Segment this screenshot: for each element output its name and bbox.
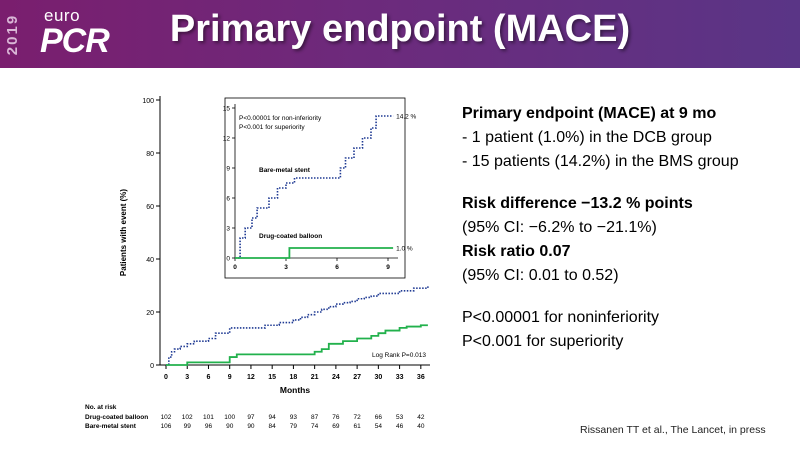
inset-y-tick-label: 0 [226,256,230,263]
y-tick-label: 60 [146,204,154,211]
inset-end-label-bms: 14.2 % [396,114,416,121]
risk-table-cell: 90 [247,423,255,430]
inset-line-bms [235,115,394,259]
risk-table-cell: 54 [375,423,383,430]
y-tick-label: 20 [146,310,154,317]
inset-y-tick-label: 6 [226,196,230,203]
slide-title: Primary endpoint (MACE) [169,8,631,50]
inset-label-dcb: Drug-coated balloon [259,233,322,240]
x-tick-label: 24 [332,374,340,381]
x-tick-label: 0 [164,374,168,381]
risk-ratio-ci: (95% CI: 0.01 to 0.52) [462,267,619,284]
y-tick-label: 0 [150,363,154,370]
x-tick-label: 15 [268,374,276,381]
inset-end-label-dcb: 1.0 % [396,246,413,253]
inset-line-dcb [235,247,394,259]
risk-table-cell: 61 [353,423,361,430]
risk-table-cell: 90 [226,423,234,430]
risk-table-cell: 69 [332,423,340,430]
header-banner: 2019 euro PCR Primary endpoint (MACE) [0,0,800,68]
risk-table-cell: 76 [332,414,340,421]
series-line-bms [166,285,429,366]
risk-ratio: Risk ratio 0.07 [462,243,571,260]
p-noninferiority: P<0.00001 for noninferiority [462,309,660,326]
risk-table-header: No. at risk [85,404,117,411]
logo-pcr: PCR [40,22,110,60]
risk-table-cell: 96 [205,423,213,430]
log-rank-annotation: Log Rank P=0.013 [372,352,426,359]
logo-euro: euro [44,6,81,25]
risk-table-cell: 94 [269,414,277,421]
y-axis-label: Patients with event (%) [119,189,128,276]
risk-table-cell: 40 [417,423,425,430]
dcb-result: - 1 patient (1.0%) in the DCB group [462,129,712,146]
x-tick-label: 33 [396,374,404,381]
risk-table-cell: 102 [182,414,193,421]
x-tick-label: 30 [374,374,382,381]
risk-table-cell: 46 [396,423,404,430]
risk-table-cell: 106 [161,423,172,430]
risk-table-row-label: Bare-metal stent [85,423,137,430]
inset-y-tick-label: 12 [223,136,231,143]
inset-x-tick-label: 9 [386,264,390,271]
risk-table-cell: 87 [311,414,319,421]
risk-table-cell: 53 [396,414,404,421]
risk-table-cell: 66 [375,414,383,421]
inset-x-tick-label: 3 [284,264,288,271]
p-superiority: P<0.001 for superiority [462,333,624,350]
risk-difference-ci: (95% CI: −6.2% to −21.1%) [462,219,657,236]
x-axis-label: Months [280,385,310,395]
inset-y-tick-label: 3 [226,226,230,233]
inset-x-tick-label: 6 [335,264,339,271]
risk-table-cell: 101 [203,414,214,421]
x-tick-label: 36 [417,374,425,381]
risk-table-cell: 97 [247,414,255,421]
citation: Rissanen TT et al., The Lancet, in press [580,424,766,436]
risk-table-cell: 72 [353,414,361,421]
bms-result: - 15 patients (14.2%) in the BMS group [462,153,739,170]
x-tick-label: 27 [353,374,361,381]
risk-table-cell: 93 [290,414,298,421]
risk-table-cell: 79 [290,423,298,430]
results-heading: Primary endpoint (MACE) at 9 mo [462,105,717,122]
risk-table-cell: 84 [269,423,277,430]
risk-table-cell: 42 [417,414,425,421]
risk-table-cell: 99 [184,423,192,430]
x-tick-label: 21 [311,374,319,381]
risk-table-cell: 102 [161,414,172,421]
risk-difference: Risk difference −13.2 % points [462,195,693,212]
x-tick-label: 6 [207,374,211,381]
x-tick-label: 9 [228,374,232,381]
x-tick-label: 12 [247,374,255,381]
km-chart: 0 20 40 60 80 100 0 3 6 9 12 15 18 21 24 27 30 33 36 Months… [80,80,440,430]
risk-table-cell: 100 [224,414,235,421]
inset-y-tick-label: 15 [223,106,231,113]
risk-table-cell: 74 [311,423,319,430]
inset-y-tick-label: 9 [226,166,230,173]
y-tick-label: 100 [142,98,154,105]
inset-label-bms: Bare-metal stent [259,167,311,174]
series-line-dcb [166,324,428,366]
inset-x-tick-label: 0 [233,264,237,271]
inset-p-value: P<0.00001 for non-inferiority [239,115,322,122]
results-text: Primary endpoint (MACE) at 9 mo - 1 pati… [462,102,792,354]
y-tick-label: 80 [146,151,154,158]
x-tick-label: 3 [185,374,189,381]
y-tick-label: 40 [146,257,154,264]
inset-p-value: P<0.001 for superiority [239,124,305,131]
x-tick-label: 18 [290,374,298,381]
risk-table-row-label: Drug-coated balloon [85,414,148,421]
